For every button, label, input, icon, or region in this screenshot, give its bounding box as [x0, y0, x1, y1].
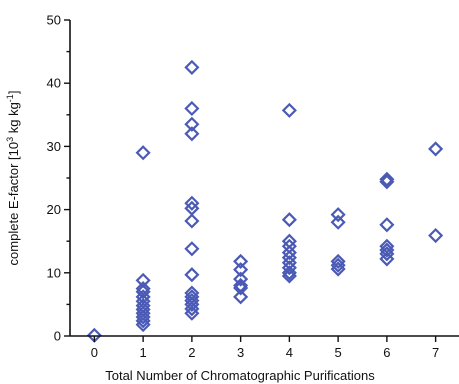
- x-tick-label: 1: [140, 345, 147, 360]
- data-point: [430, 230, 442, 242]
- data-point: [283, 214, 295, 226]
- y-tick-label: 40: [47, 76, 61, 91]
- data-point: [430, 143, 442, 155]
- y-tick-label: 10: [47, 265, 61, 280]
- ticks: 0 1 2 3 4 5 6 7 0 10 20 30 40 50: [47, 13, 440, 361]
- data-point: [137, 147, 149, 159]
- y-axis-label-part: kg kg: [6, 102, 21, 137]
- y-axis-label-superscript: -1: [5, 94, 15, 102]
- data-point: [381, 219, 393, 231]
- data-points: [88, 61, 441, 341]
- y-tick-label: 30: [47, 139, 61, 154]
- x-tick-label: 6: [383, 345, 390, 360]
- y-tick-label: 20: [47, 202, 61, 217]
- y-axis-label-part: ]: [6, 91, 21, 95]
- x-tick-label: 2: [188, 345, 195, 360]
- data-point: [186, 243, 198, 255]
- y-tick-label: 50: [47, 13, 61, 28]
- x-tick-label: 4: [286, 345, 293, 360]
- y-axis-label-part: complete E-factor [10: [6, 142, 21, 266]
- data-point: [186, 303, 198, 315]
- data-point: [186, 215, 198, 227]
- data-point: [186, 102, 198, 114]
- data-point: [186, 61, 198, 73]
- data-point: [235, 255, 247, 267]
- data-point: [283, 104, 295, 116]
- x-tick-label: 7: [432, 345, 439, 360]
- y-tick-label: 0: [54, 329, 61, 344]
- data-point: [332, 216, 344, 228]
- x-tick-label: 3: [237, 345, 244, 360]
- x-axis-label: Total Number of Chromatographic Purifica…: [105, 368, 375, 383]
- y-axis-label: complete E-factor [103 kg kg-1]: [5, 91, 21, 266]
- data-point: [332, 209, 344, 221]
- data-point: [186, 269, 198, 281]
- x-tick-label: 0: [91, 345, 98, 360]
- x-tick-label: 5: [335, 345, 342, 360]
- axes: [70, 20, 459, 336]
